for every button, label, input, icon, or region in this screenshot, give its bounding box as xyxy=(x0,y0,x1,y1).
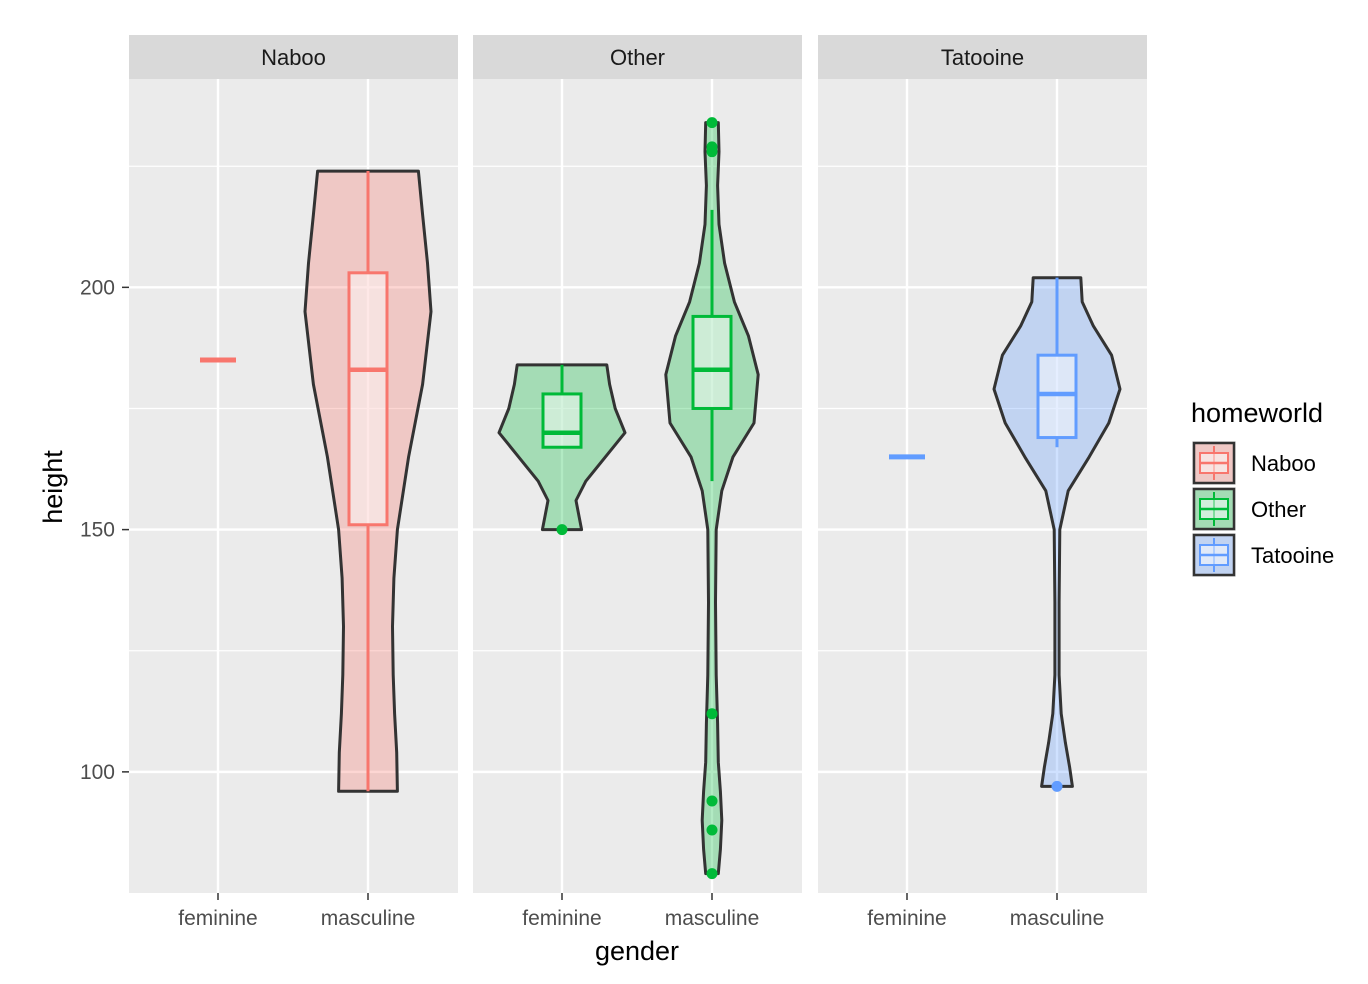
legend-label: Other xyxy=(1251,497,1306,522)
group-naboo-masculine xyxy=(303,169,433,793)
facet-panels: Naboo feminine masculine Other feminine mascu… xyxy=(129,35,1147,930)
facet-strip xyxy=(818,35,1147,79)
outlier-point xyxy=(706,868,718,880)
outlier-point xyxy=(556,524,568,536)
violin-shape xyxy=(664,121,760,876)
y-tick-label: 150 xyxy=(80,519,115,542)
facet-panel-other: Other feminine masculine xyxy=(473,35,802,930)
facet-strip-label: Naboo xyxy=(261,45,326,70)
legend-key-naboo: Naboo xyxy=(1192,441,1316,485)
facet-strip-label: Other xyxy=(610,45,665,70)
legend-title: homeworld xyxy=(1191,398,1323,428)
box-iqr xyxy=(347,271,389,527)
outlier-point xyxy=(706,795,718,807)
outlier-point xyxy=(1051,780,1063,792)
legend-key-other: Other xyxy=(1192,487,1306,531)
x-tick-label: feminine xyxy=(178,907,257,930)
outlier-point xyxy=(706,141,718,153)
facet-panel-naboo: Naboo feminine masculine xyxy=(129,35,458,930)
outlier-point xyxy=(706,708,718,720)
legend: homeworld Naboo Other Tatooine xyxy=(1191,398,1334,577)
panel-background xyxy=(473,79,802,893)
panel-background xyxy=(818,79,1147,893)
box-iqr xyxy=(691,314,733,410)
legend-key-tatooine: Tatooine xyxy=(1192,533,1334,577)
outlier-point xyxy=(706,824,718,836)
facet-strip-label: Tatooine xyxy=(941,45,1024,70)
y-axis-title: height xyxy=(38,450,68,524)
x-tick-label: feminine xyxy=(867,907,946,930)
y-axis: 100 150 200 xyxy=(80,276,129,784)
legend-label: Tatooine xyxy=(1251,543,1334,568)
y-tick-label: 200 xyxy=(80,276,115,299)
x-tick-label: masculine xyxy=(1010,907,1105,930)
outlier-point xyxy=(706,117,718,129)
x-tick-label: masculine xyxy=(321,907,416,930)
y-tick-label: 100 xyxy=(80,761,115,784)
box-iqr xyxy=(1036,353,1078,440)
violin-shape xyxy=(992,276,1122,788)
x-axis-title: gender xyxy=(595,936,679,966)
group-other-masculine xyxy=(664,117,760,880)
group-tatooine-masculine xyxy=(992,276,1122,792)
x-tick-label: feminine xyxy=(522,907,601,930)
box-iqr xyxy=(541,392,583,449)
group-other-feminine xyxy=(497,363,627,536)
x-tick-label: masculine xyxy=(665,907,760,930)
violin-shape xyxy=(303,169,433,793)
facet-strip xyxy=(129,35,458,79)
facet-panel-tatooine: Tatooine feminine masculine xyxy=(818,35,1147,930)
legend-label: Naboo xyxy=(1251,451,1316,476)
facet-strip xyxy=(473,35,802,79)
